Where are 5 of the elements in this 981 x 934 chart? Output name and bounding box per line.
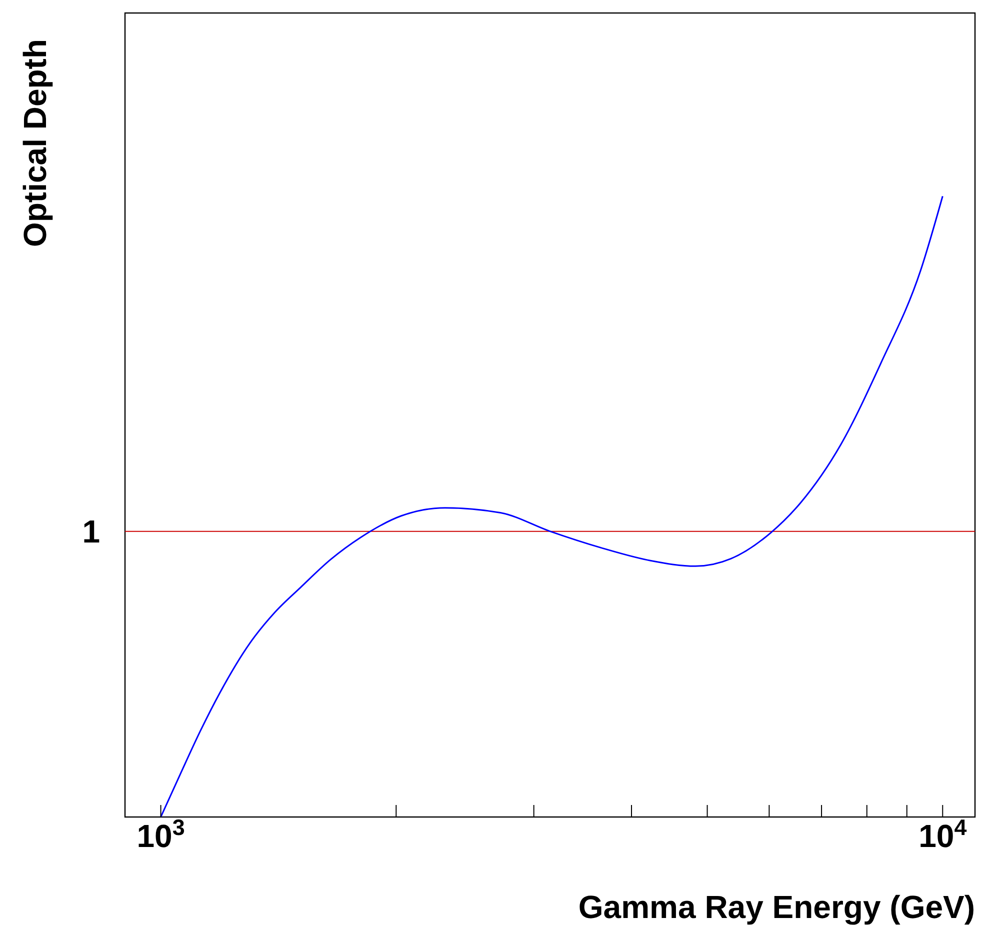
x-tick-label: 10$^{3}$ xyxy=(136,814,185,854)
x-tick-label: 10$^{4}$ xyxy=(918,814,968,854)
y-axis-title: Optical Depth xyxy=(17,38,53,248)
x-axis-title: Gamma Ray Energy (GeV) xyxy=(578,889,975,925)
text: 1 xyxy=(82,513,100,550)
